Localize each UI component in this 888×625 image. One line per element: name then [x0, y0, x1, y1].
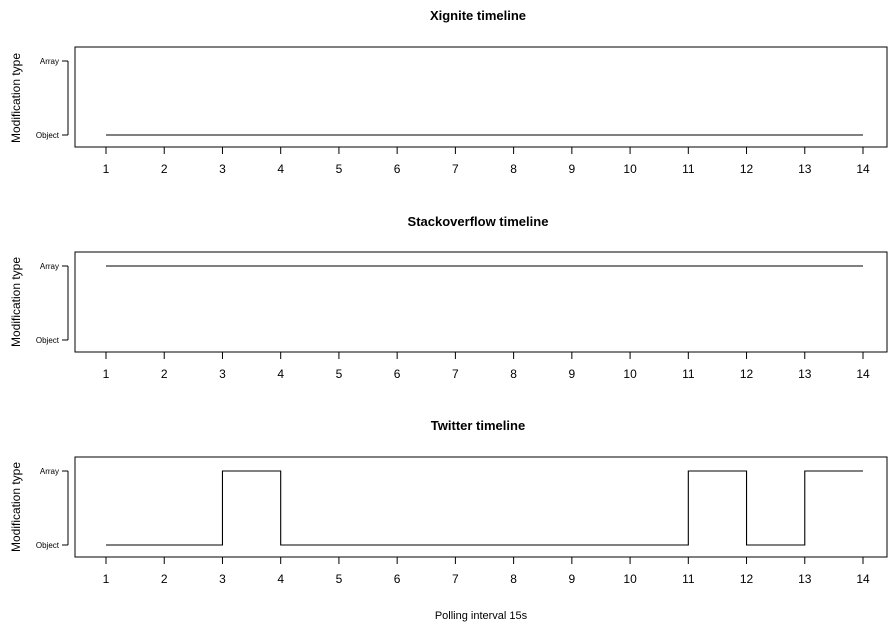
x-tick-label: 12 — [740, 572, 754, 586]
x-tick-label: 1 — [103, 162, 110, 176]
y-tick-label: Object — [36, 541, 60, 550]
x-tick-label: 7 — [452, 367, 459, 381]
x-tick-label: 9 — [569, 572, 576, 586]
twitter-panel: Twitter timeline Modification type Objec… — [9, 418, 888, 622]
x-tick-label: 1 — [103, 367, 110, 381]
x-tick-label: 4 — [277, 572, 284, 586]
x-tick-label: 1 — [103, 572, 110, 586]
x-tick-label: 7 — [452, 162, 459, 176]
x-tick-label: 5 — [336, 367, 343, 381]
x-tick-label: 5 — [336, 162, 343, 176]
x-tick-label: 14 — [856, 367, 870, 381]
x-tick-label: 14 — [856, 572, 870, 586]
x-tick-label: 6 — [394, 572, 401, 586]
y-axis: Object Array — [36, 467, 69, 550]
x-tick-label: 2 — [161, 367, 168, 381]
x-tick-label: 8 — [510, 367, 517, 381]
x-tick-label: 2 — [161, 162, 168, 176]
y-tick-label: Array — [40, 262, 59, 271]
x-tick-label: 6 — [394, 162, 401, 176]
x-tick-label: 13 — [798, 572, 812, 586]
x-tick-label: 13 — [798, 162, 812, 176]
panel-title: Twitter timeline — [431, 418, 525, 433]
y-axis-label: Modification type — [9, 462, 23, 552]
x-axis: 1 2 3 4 5 6 7 8 9 10 11 12 13 14 — [103, 351, 870, 381]
x-tick-label: 11 — [682, 367, 695, 381]
x-axis: 1 2 3 4 5 6 7 8 9 10 11 12 13 14 — [103, 556, 870, 586]
x-tick-label: 4 — [277, 367, 284, 381]
plot-frame — [74, 46, 888, 148]
plot-frame — [74, 456, 888, 558]
y-axis: Object Array — [36, 262, 69, 345]
x-tick-label: 9 — [569, 367, 576, 381]
x-tick-label: 13 — [798, 367, 812, 381]
stackoverflow-panel: Stackoverflow timeline Modification type… — [9, 214, 888, 381]
series-line — [106, 470, 863, 546]
x-axis: 1 2 3 4 5 6 7 8 9 10 11 12 13 14 — [103, 146, 870, 176]
xignite-panel: Xignite timeline Modification type Objec… — [9, 8, 888, 176]
x-tick-label: 3 — [219, 572, 226, 586]
x-tick-label: 5 — [336, 572, 343, 586]
x-tick-label: 14 — [856, 162, 870, 176]
x-tick-label: 11 — [682, 572, 695, 586]
x-tick-label: 12 — [740, 162, 754, 176]
x-tick-label: 10 — [623, 367, 637, 381]
x-tick-label: 8 — [510, 572, 517, 586]
y-axis: Object Array — [36, 57, 69, 140]
y-tick-label: Object — [36, 336, 60, 345]
x-tick-label: 2 — [161, 572, 168, 586]
x-tick-label: 12 — [740, 367, 754, 381]
x-tick-label: 4 — [277, 162, 284, 176]
x-tick-label: 8 — [510, 162, 517, 176]
x-tick-label: 3 — [219, 162, 226, 176]
y-tick-label: Array — [40, 57, 59, 66]
x-tick-label: 10 — [623, 162, 637, 176]
x-tick-label: 7 — [452, 572, 459, 586]
panel-title: Stackoverflow timeline — [408, 214, 549, 229]
x-tick-label: 11 — [682, 162, 695, 176]
x-tick-label: 10 — [623, 572, 637, 586]
y-tick-label: Object — [36, 131, 60, 140]
plot-frame — [74, 251, 888, 353]
x-tick-label: 6 — [394, 367, 401, 381]
y-axis-label: Modification type — [9, 53, 23, 143]
x-axis-label: Polling interval 15s — [435, 610, 528, 622]
x-tick-label: 3 — [219, 367, 226, 381]
y-tick-label: Array — [40, 467, 59, 476]
y-axis-label: Modification type — [9, 257, 23, 347]
panel-title: Xignite timeline — [430, 8, 526, 23]
x-tick-label: 9 — [569, 162, 576, 176]
